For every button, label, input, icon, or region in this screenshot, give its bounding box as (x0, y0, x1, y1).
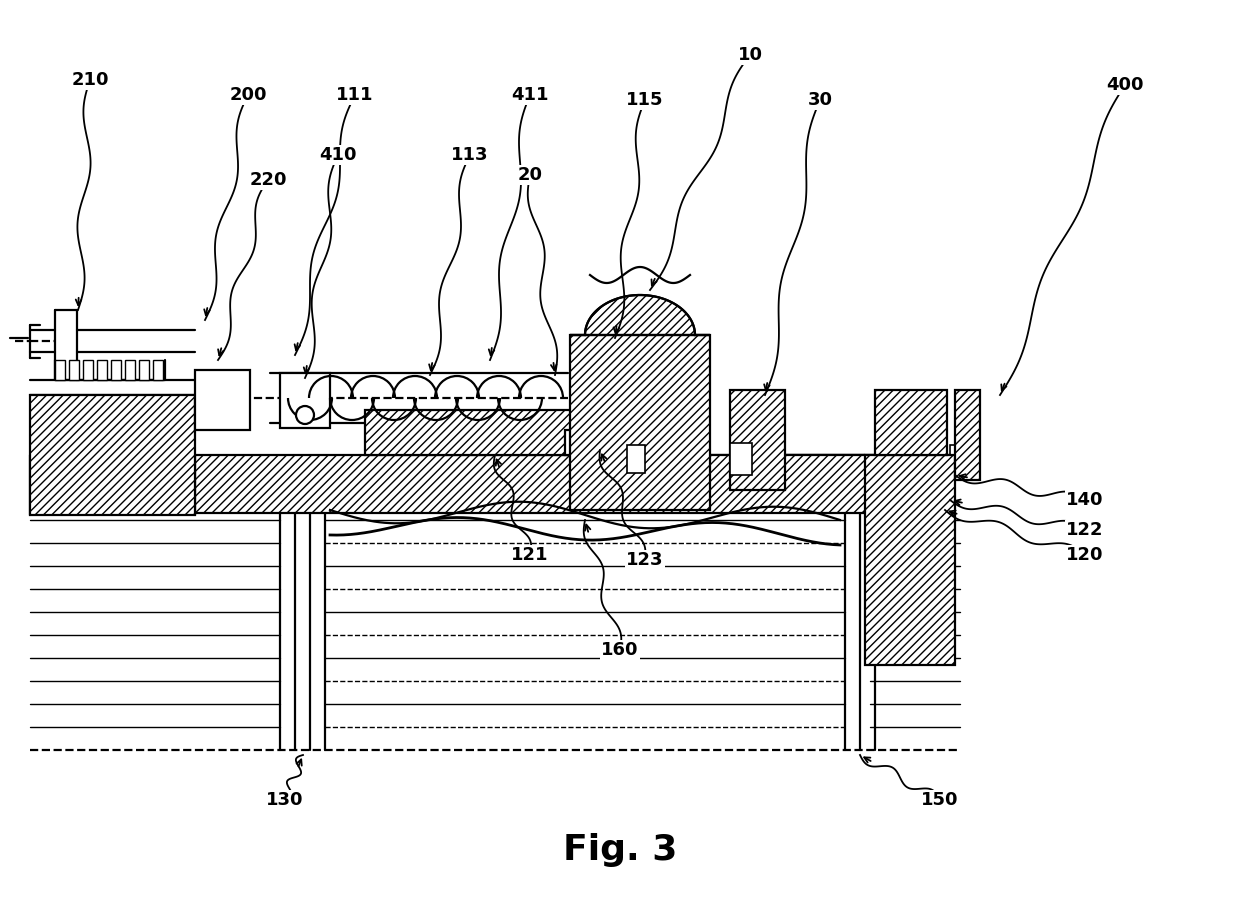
Bar (875, 390, 947, 455)
Bar (570, 335, 711, 510)
Text: 411: 411 (511, 86, 549, 104)
Text: 113: 113 (451, 146, 489, 164)
Bar (875, 390, 947, 455)
Bar (280, 373, 330, 428)
Text: 410: 410 (319, 146, 357, 164)
Bar (125, 360, 135, 380)
Text: 121: 121 (511, 546, 549, 564)
Bar (195, 455, 915, 513)
Bar (153, 360, 162, 380)
Text: 123: 123 (626, 551, 663, 569)
Text: 10: 10 (738, 46, 763, 64)
Bar (730, 443, 751, 475)
Bar (30, 395, 195, 515)
Text: 200: 200 (229, 86, 267, 104)
Text: 220: 220 (249, 171, 286, 189)
Bar (565, 430, 625, 455)
Text: Fig. 3: Fig. 3 (563, 833, 677, 867)
Bar (55, 360, 64, 380)
Bar (627, 445, 645, 473)
Bar (866, 455, 955, 665)
Text: 120: 120 (1066, 546, 1104, 564)
Text: 130: 130 (267, 791, 304, 809)
Bar (570, 335, 711, 510)
Text: 20: 20 (517, 166, 543, 184)
Circle shape (296, 406, 314, 424)
Bar (365, 410, 600, 455)
Bar (195, 370, 250, 430)
Bar (195, 455, 915, 513)
Text: 150: 150 (921, 791, 959, 809)
Bar (112, 360, 122, 380)
Text: 210: 210 (71, 71, 109, 89)
Bar (730, 390, 785, 490)
Bar (955, 390, 980, 480)
Bar (83, 360, 93, 380)
Bar (955, 390, 980, 480)
Bar (866, 455, 955, 665)
Bar (950, 445, 968, 473)
Bar (69, 360, 79, 380)
Bar (30, 395, 195, 515)
Bar (730, 390, 785, 490)
Text: 111: 111 (336, 86, 373, 104)
Text: 122: 122 (1066, 521, 1104, 539)
Bar (139, 360, 149, 380)
Text: 160: 160 (601, 641, 639, 659)
Bar (365, 410, 600, 455)
Text: 115: 115 (626, 91, 663, 109)
Text: 30: 30 (807, 91, 832, 109)
Bar (97, 360, 107, 380)
Text: 140: 140 (1066, 491, 1104, 509)
Text: 400: 400 (1106, 76, 1143, 94)
